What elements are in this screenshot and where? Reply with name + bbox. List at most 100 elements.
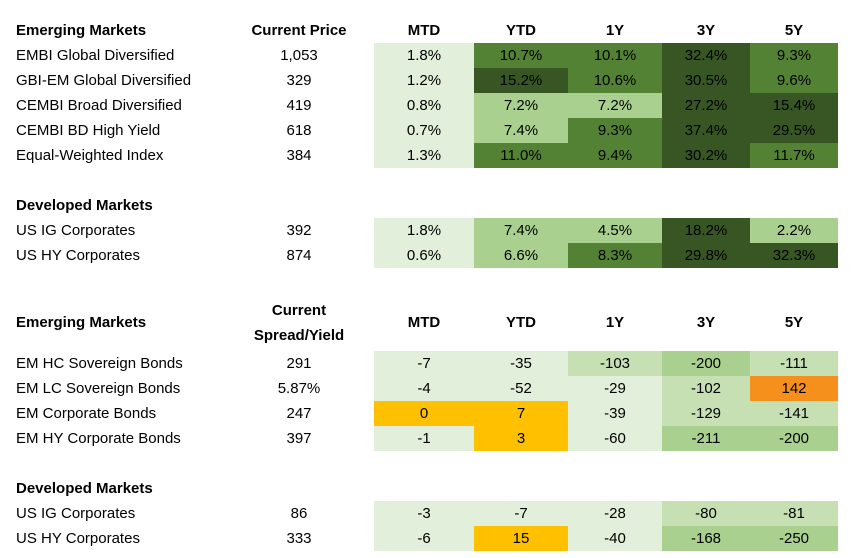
cell-ytd: 11.0% bbox=[474, 143, 568, 168]
cell-1y: -39 bbox=[568, 401, 662, 426]
cell-ytd: 7.4% bbox=[474, 218, 568, 243]
cell-5y: -141 bbox=[750, 401, 838, 426]
cell-ytd: 6.6% bbox=[474, 243, 568, 268]
cell-1y: 4.5% bbox=[568, 218, 662, 243]
cell-3y: -200 bbox=[662, 351, 750, 376]
cell-3y: 30.2% bbox=[662, 143, 750, 168]
cell-mtd: -4 bbox=[374, 376, 474, 401]
table-row: EM Corporate Bonds 247 0 7 -39 -129 -141 bbox=[0, 401, 868, 426]
row-label: EM LC Sovereign Bonds bbox=[16, 380, 181, 397]
table-row: EM HC Sovereign Bonds 291 -7 -35 -103 -2… bbox=[0, 351, 868, 376]
column-header-mtd: MTD bbox=[407, 314, 441, 331]
table-row: US HY Corporates 333 -6 15 -40 -168 -250 bbox=[0, 526, 868, 551]
cell-ytd: 7.2% bbox=[474, 93, 568, 118]
developed-markets-header: Developed Markets bbox=[0, 193, 868, 218]
column-header-5y: 5Y bbox=[784, 22, 804, 39]
table-row: EM HY Corporate Bonds 397 -1 3 -60 -211 … bbox=[0, 426, 868, 451]
cell-3y: -129 bbox=[662, 401, 750, 426]
cell-mtd: 0 bbox=[374, 401, 474, 426]
table-row: EM LC Sovereign Bonds 5.87% -4 -52 -29 -… bbox=[0, 376, 868, 401]
row-spread: 397 bbox=[286, 430, 312, 447]
cell-5y: 9.3% bbox=[750, 43, 838, 68]
cell-5y: 32.3% bbox=[750, 243, 838, 268]
cell-ytd: 15.2% bbox=[474, 68, 568, 93]
cell-mtd: 1.8% bbox=[374, 218, 474, 243]
row-label: GBI-EM Global Diversified bbox=[16, 72, 192, 89]
table-row: EMBI Global Diversified 1,053 1.8% 10.7%… bbox=[0, 43, 868, 68]
cell-1y: 7.2% bbox=[568, 93, 662, 118]
cell-mtd: 1.2% bbox=[374, 68, 474, 93]
table-row: GBI-EM Global Diversified 329 1.2% 15.2%… bbox=[0, 68, 868, 93]
cell-5y: 142 bbox=[750, 376, 838, 401]
row-spread: 247 bbox=[286, 405, 312, 422]
cell-3y: -168 bbox=[662, 526, 750, 551]
cell-3y: 18.2% bbox=[662, 218, 750, 243]
section-title: Developed Markets bbox=[16, 480, 153, 497]
cell-3y: 32.4% bbox=[662, 43, 750, 68]
column-header-1y: 1Y bbox=[605, 22, 625, 39]
cell-3y: -211 bbox=[662, 426, 750, 451]
section-title: Emerging Markets bbox=[16, 314, 147, 331]
row-label: EM Corporate Bonds bbox=[16, 405, 157, 422]
column-header-ytd: YTD bbox=[506, 314, 536, 331]
cell-1y: -60 bbox=[568, 426, 662, 451]
returns-table-header: Emerging Markets Current Price MTD YTD 1… bbox=[0, 18, 868, 43]
table-row: US IG Corporates 86 -3 -7 -28 -80 -81 bbox=[0, 501, 868, 526]
section-title: Developed Markets bbox=[16, 197, 153, 214]
cell-1y: 10.6% bbox=[568, 68, 662, 93]
cell-mtd: 0.8% bbox=[374, 93, 474, 118]
row-label: CEMBI BD High Yield bbox=[16, 122, 161, 139]
column-header-3y: 3Y bbox=[696, 314, 716, 331]
row-label: Equal-Weighted Index bbox=[16, 147, 164, 164]
cell-5y: -81 bbox=[750, 501, 838, 526]
table-row: CEMBI Broad Diversified 419 0.8% 7.2% 7.… bbox=[0, 93, 868, 118]
row-price: 874 bbox=[286, 247, 312, 264]
cell-mtd: -1 bbox=[374, 426, 474, 451]
cell-1y: -40 bbox=[568, 526, 662, 551]
column-header-spread: Current Spread/Yield bbox=[238, 298, 360, 348]
cell-3y: 29.8% bbox=[662, 243, 750, 268]
cell-1y: 9.3% bbox=[568, 118, 662, 143]
cell-mtd: 1.3% bbox=[374, 143, 474, 168]
table-row: US IG Corporates 392 1.8% 7.4% 4.5% 18.2… bbox=[0, 218, 868, 243]
cell-ytd: 7.4% bbox=[474, 118, 568, 143]
row-price: 392 bbox=[286, 222, 312, 239]
row-label: US IG Corporates bbox=[16, 505, 136, 522]
cell-ytd: 15 bbox=[474, 526, 568, 551]
row-spread: 333 bbox=[286, 530, 312, 547]
row-spread: 5.87% bbox=[277, 380, 321, 397]
column-header-mtd: MTD bbox=[407, 22, 441, 39]
cell-mtd: 1.8% bbox=[374, 43, 474, 68]
cell-3y: 30.5% bbox=[662, 68, 750, 93]
cell-5y: -250 bbox=[750, 526, 838, 551]
cell-ytd: -52 bbox=[474, 376, 568, 401]
cell-5y: 2.2% bbox=[750, 218, 838, 243]
row-price: 618 bbox=[286, 122, 312, 139]
row-price: 1,053 bbox=[280, 47, 318, 64]
cell-ytd: 3 bbox=[474, 426, 568, 451]
cell-3y: 27.2% bbox=[662, 93, 750, 118]
row-label: US HY Corporates bbox=[16, 247, 140, 264]
cell-1y: -103 bbox=[568, 351, 662, 376]
row-label: EM HC Sovereign Bonds bbox=[16, 355, 183, 372]
row-label: US HY Corporates bbox=[16, 530, 140, 547]
cell-5y: 15.4% bbox=[750, 93, 838, 118]
table-row: Equal-Weighted Index 384 1.3% 11.0% 9.4%… bbox=[0, 143, 868, 168]
cell-1y: 9.4% bbox=[568, 143, 662, 168]
column-header-spread-line1: Current bbox=[271, 302, 327, 319]
row-label: CEMBI Broad Diversified bbox=[16, 97, 182, 114]
cell-5y: 9.6% bbox=[750, 68, 838, 93]
table-row: US HY Corporates 874 0.6% 6.6% 8.3% 29.8… bbox=[0, 243, 868, 268]
cell-ytd: -35 bbox=[474, 351, 568, 376]
row-label: EMBI Global Diversified bbox=[16, 47, 175, 64]
cell-5y: 11.7% bbox=[750, 143, 838, 168]
developed-markets-header: Developed Markets bbox=[0, 476, 868, 501]
row-spread: 291 bbox=[286, 355, 312, 372]
column-header-3y: 3Y bbox=[696, 22, 716, 39]
spreads-table-header: Emerging Markets Current Spread/Yield MTD… bbox=[0, 298, 868, 348]
row-label: US IG Corporates bbox=[16, 222, 136, 239]
column-header-1y: 1Y bbox=[605, 314, 625, 331]
column-header-ytd: YTD bbox=[506, 22, 536, 39]
cell-3y: -102 bbox=[662, 376, 750, 401]
cell-1y: 10.1% bbox=[568, 43, 662, 68]
